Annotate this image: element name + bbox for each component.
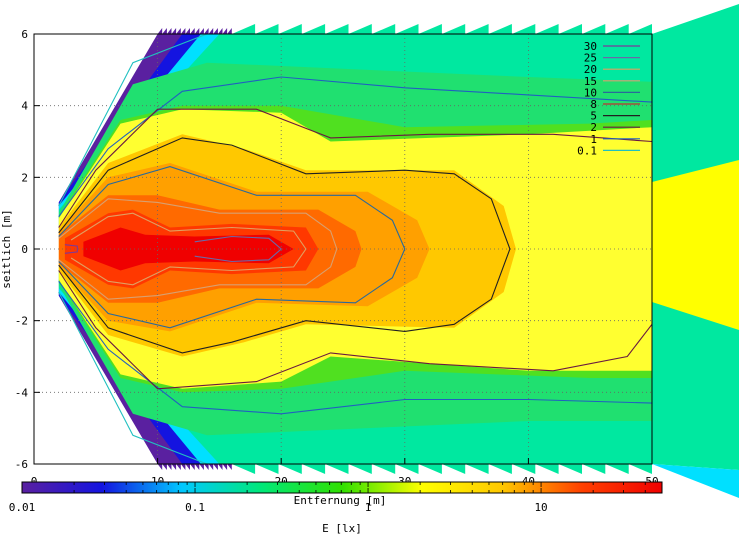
legend-label-30: 30	[584, 40, 597, 53]
legend-label-15: 15	[584, 75, 597, 88]
y-tick-label: -4	[15, 386, 29, 399]
legend-label-1: 1	[590, 133, 597, 146]
sawtooth-edges	[157, 4, 739, 498]
y-tick-label: 0	[21, 243, 28, 256]
colorbar-tick-label: 10	[534, 501, 547, 514]
colorbar-label: E [lx]	[322, 522, 362, 534]
colorbar-gradient	[21, 481, 663, 494]
y-tick-label: 6	[21, 28, 28, 41]
colorbar-tick-label: 0.01	[9, 501, 36, 514]
sawtooth-top-aqua	[231, 24, 653, 34]
legend-label-10: 10	[584, 86, 597, 99]
y-axis-ticks: -6 -4 -2 0 2 4 6	[15, 28, 40, 471]
y-axis-label: seitlich [m]	[0, 209, 13, 288]
legend-label-8: 8	[590, 98, 597, 111]
contour-line-10	[58, 166, 406, 329]
sawtooth-bottom-aqua	[231, 464, 653, 474]
field-band-red	[83, 227, 294, 271]
y-tick-label: -2	[15, 315, 28, 328]
contour-lines	[58, 34, 653, 464]
legend-label-5: 5	[590, 110, 597, 123]
legend-label-20: 20	[584, 63, 597, 76]
contour-line-25	[194, 235, 283, 263]
legend-label-2: 2	[590, 121, 597, 134]
contour-line-2	[58, 270, 653, 390]
contour-line-1	[58, 280, 653, 415]
field-far-right-cyan	[652, 464, 739, 498]
legend-label-25: 25	[584, 52, 597, 65]
sawtooth-bottom-purple	[157, 464, 232, 470]
contour-line-2	[58, 108, 653, 228]
y-tick-label: -6	[15, 458, 28, 471]
field-far-right-yellow	[652, 160, 739, 330]
colorbar-tick-label: 0.1	[185, 501, 205, 514]
contour-line-5	[58, 137, 511, 354]
legend-label-0.1: 0.1	[577, 144, 597, 157]
grid-lines	[34, 34, 652, 464]
x-axis-label: Entfernung [m]	[294, 494, 387, 507]
y-tick-label: 4	[21, 100, 28, 113]
colorbar: 0.01 0.1 1 10 E [lx]	[9, 481, 663, 534]
contour-line-20	[70, 212, 307, 286]
colorbar-ticks: 0.01 0.1 1 10	[9, 482, 663, 514]
contour-line-1	[58, 76, 653, 218]
y-tick-label: 2	[21, 171, 28, 184]
colorbar-tick-label: 1	[365, 501, 372, 514]
contour-line-15	[58, 198, 338, 300]
contour-line-0.1	[58, 291, 208, 464]
contour-line-0.1	[58, 34, 208, 207]
contour-line-30	[64, 244, 78, 254]
sawtooth-top-purple	[157, 28, 232, 34]
